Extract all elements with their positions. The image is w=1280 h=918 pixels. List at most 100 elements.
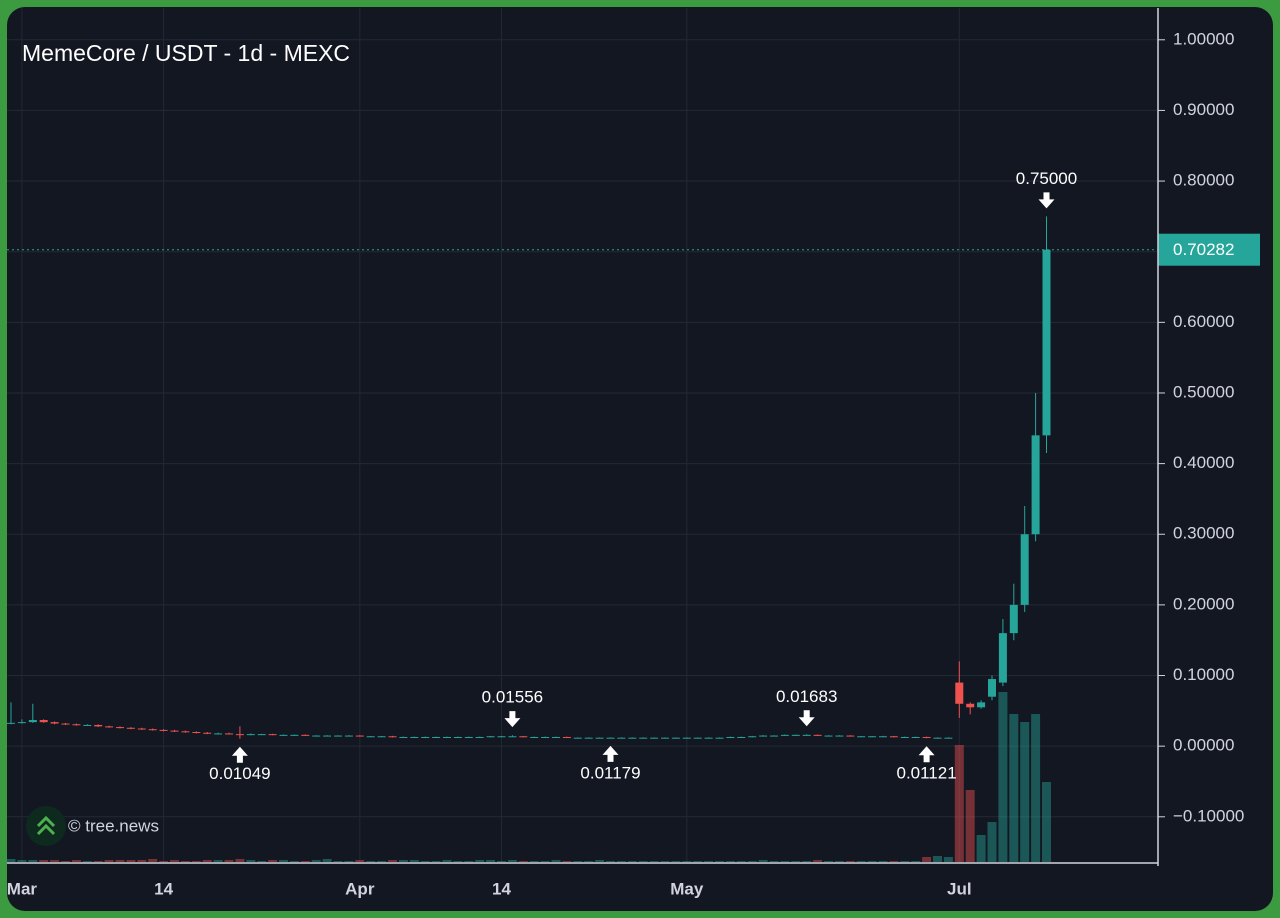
candle-body bbox=[94, 724, 103, 727]
candle-body bbox=[170, 730, 179, 732]
last-price-box bbox=[1158, 233, 1260, 266]
volume-bar bbox=[137, 860, 147, 862]
annotation-arrow bbox=[798, 710, 815, 727]
candle-body bbox=[268, 734, 277, 736]
annotation-label: 0.01049 bbox=[209, 764, 270, 783]
volume-bar bbox=[791, 861, 801, 862]
x-tick-label: 14 bbox=[492, 879, 511, 898]
candle-body bbox=[508, 736, 517, 738]
volume-bar bbox=[780, 861, 790, 862]
grid bbox=[7, 8, 1158, 862]
volume-bar bbox=[235, 859, 245, 862]
volume-bar bbox=[638, 861, 648, 862]
candle-body bbox=[541, 736, 550, 738]
candle-body bbox=[486, 736, 495, 738]
candle-body bbox=[39, 720, 48, 723]
volume-bar bbox=[889, 861, 899, 862]
volume-bar bbox=[464, 861, 474, 862]
candle-body bbox=[225, 733, 233, 735]
candle-body bbox=[312, 735, 321, 737]
volume-bar bbox=[355, 860, 365, 862]
annotation-arrow bbox=[231, 746, 248, 763]
candle-body bbox=[977, 702, 986, 708]
candle-body bbox=[301, 734, 310, 736]
candle-body bbox=[617, 737, 626, 739]
candle-body bbox=[137, 728, 146, 730]
candle-body bbox=[748, 736, 757, 738]
volume-bar bbox=[518, 861, 528, 862]
volume-bar bbox=[954, 745, 964, 862]
chart-title: MemeCore / USDT - 1d - MEXC bbox=[22, 40, 350, 66]
candle-body bbox=[900, 736, 909, 738]
candle-body bbox=[780, 734, 789, 736]
candle-layer bbox=[7, 216, 1051, 739]
candle-body bbox=[879, 736, 887, 738]
volume-bar bbox=[867, 861, 877, 862]
candle-body bbox=[889, 736, 898, 738]
volume-bar bbox=[104, 860, 114, 862]
annotation-arrow bbox=[602, 745, 619, 762]
candle-body bbox=[116, 727, 124, 729]
y-tick-label: −0.10000 bbox=[1173, 806, 1244, 825]
candle-body bbox=[955, 682, 964, 704]
candle-body bbox=[377, 736, 386, 738]
volume-bar bbox=[682, 861, 692, 862]
candle-body bbox=[257, 734, 266, 736]
candle-body bbox=[966, 703, 975, 708]
candle-body bbox=[595, 737, 604, 739]
candle-body bbox=[214, 733, 223, 735]
candle-body bbox=[17, 722, 26, 724]
x-tick-label: Mar bbox=[7, 879, 38, 898]
annotation-arrow bbox=[504, 711, 521, 728]
volume-bar bbox=[486, 860, 496, 862]
candle-body bbox=[911, 736, 920, 738]
volume-bar bbox=[148, 859, 158, 862]
annotation-arrow bbox=[918, 746, 935, 763]
candle-body bbox=[464, 736, 473, 738]
candle-body bbox=[443, 736, 451, 738]
volume-bar bbox=[71, 860, 81, 862]
volume-bar bbox=[126, 860, 136, 862]
volume-bar bbox=[344, 861, 354, 862]
volume-bar bbox=[213, 860, 223, 862]
volume-bar bbox=[289, 861, 299, 862]
candle-body bbox=[998, 633, 1007, 683]
candle-body bbox=[192, 732, 201, 734]
volume-bar bbox=[93, 861, 103, 862]
volume-bar bbox=[322, 859, 332, 862]
volume-bar bbox=[388, 860, 397, 862]
candle-body bbox=[148, 729, 157, 731]
candle-body bbox=[50, 722, 59, 724]
volume-layer bbox=[6, 692, 1051, 862]
candle-body bbox=[126, 727, 135, 729]
x-tick-label: May bbox=[670, 879, 704, 898]
candle-body bbox=[628, 737, 637, 739]
x-tick-label: Apr bbox=[345, 879, 375, 898]
annotation-arrow bbox=[1038, 192, 1055, 209]
candle-body bbox=[846, 735, 855, 737]
volume-bar bbox=[900, 861, 910, 862]
volume-bar bbox=[671, 861, 681, 862]
candle-body bbox=[181, 731, 190, 733]
candle-body bbox=[344, 735, 353, 737]
volume-bar bbox=[257, 861, 267, 862]
volume-bar bbox=[170, 860, 179, 862]
candle-body bbox=[323, 735, 332, 737]
y-tick-label: 1.00000 bbox=[1173, 29, 1234, 48]
volume-bar bbox=[736, 861, 746, 862]
volume-bar bbox=[409, 860, 419, 862]
candle-body bbox=[519, 736, 528, 738]
candle-body bbox=[671, 737, 680, 739]
candle-body bbox=[61, 723, 70, 725]
volume-bar bbox=[704, 861, 714, 862]
volume-bar bbox=[377, 861, 387, 862]
volume-bar bbox=[279, 860, 288, 862]
volume-bar bbox=[1031, 714, 1041, 862]
volume-bar bbox=[6, 859, 16, 862]
volume-bar bbox=[333, 861, 343, 862]
volume-bar bbox=[584, 861, 594, 862]
candle-body bbox=[682, 737, 691, 739]
candle-body bbox=[334, 735, 342, 737]
candle-body bbox=[203, 732, 212, 734]
